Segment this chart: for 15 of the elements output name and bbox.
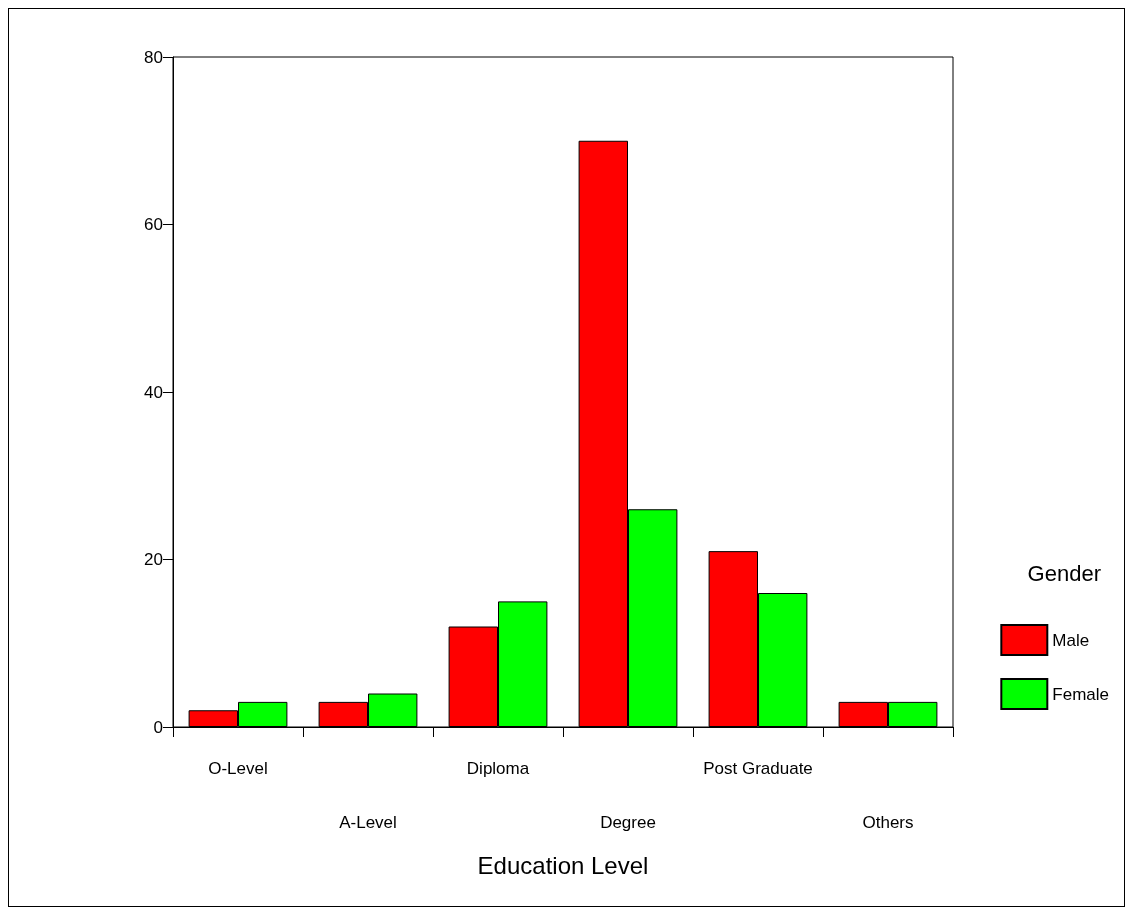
- x-axis-title: Education Level: [477, 852, 649, 880]
- y-tick-label: 0: [153, 717, 163, 737]
- legend-title: Gender: [1027, 560, 1102, 586]
- y-tick-label: 80: [144, 47, 163, 67]
- x-tick-label: Post Graduate: [703, 758, 813, 778]
- x-tick-label: Diploma: [466, 758, 530, 778]
- x-tick-label: Degree: [600, 812, 656, 832]
- x-tick-label: A-Level: [339, 812, 397, 832]
- x-tick-label: Others: [862, 812, 914, 832]
- y-tick-label: 20: [144, 550, 163, 569]
- x-tick-label: O-Level: [208, 758, 268, 778]
- legend-label: Female: [1052, 684, 1109, 704]
- y-tick-label: 40: [144, 382, 163, 402]
- y-tick-label: 60: [144, 215, 163, 234]
- legend-label: Male: [1052, 630, 1090, 650]
